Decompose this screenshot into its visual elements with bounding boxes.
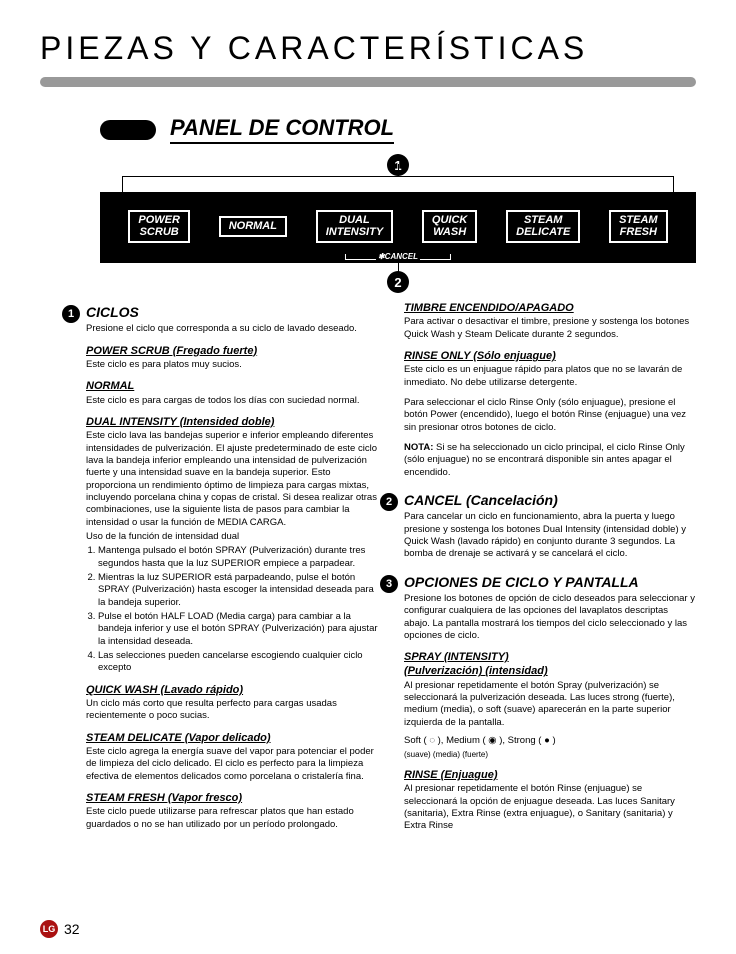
leader-lines-top bbox=[110, 164, 686, 192]
callout-2-icon: 2 bbox=[387, 271, 409, 293]
quick-wash-heading: QUICK WASH (Lavado rápido) bbox=[86, 683, 378, 697]
dual-step-4: Las selecciones pueden cancelarse escogi… bbox=[98, 650, 378, 675]
rinse-only-note: NOTA: Si se ha seleccionado un ciclo pri… bbox=[404, 442, 696, 479]
main-title: PIEZAS Y CARACTERÍSTICAS bbox=[40, 30, 696, 67]
steam-fresh-body: Este ciclo puede utilizarse para refresc… bbox=[86, 806, 378, 831]
left-column: 1 CICLOS Presione el ciclo que correspon… bbox=[86, 301, 378, 834]
dual-step-2: Mientras la luz SUPERIOR está parpadeand… bbox=[98, 572, 378, 609]
normal-heading: NORMAL bbox=[86, 379, 378, 393]
spray-legend-a: Soft ( ◌ ), Medium ( ◉ ), Strong ( ● ) bbox=[404, 735, 696, 747]
opciones-heading: OPCIONES DE CICLO Y PANTALLA bbox=[404, 573, 639, 591]
rinse-heading: RINSE (Enjuague) bbox=[404, 768, 696, 782]
timbre-heading: TIMBRE ENCENDIDO/APAGADO bbox=[404, 301, 696, 315]
num-3-icon: 3 bbox=[380, 575, 398, 593]
spray-body: Al presionar repetidamente el botón Spra… bbox=[404, 680, 696, 729]
spray-heading-2: (Pulverización) (intensidad) bbox=[404, 664, 696, 678]
quick-wash-body: Un ciclo más corto que resulta perfecto … bbox=[86, 698, 378, 723]
panel-button-power-scrub[interactable]: POWERSCRUB bbox=[128, 210, 190, 243]
ciclos-heading: CICLOS bbox=[86, 303, 139, 321]
power-scrub-body: Este ciclo es para platos muy sucios. bbox=[86, 359, 378, 371]
section-title: PANEL DE CONTROL bbox=[170, 115, 394, 144]
section-pill-icon bbox=[100, 120, 156, 140]
dual-step-3: Pulse el botón HALF LOAD (Media carga) p… bbox=[98, 611, 378, 648]
cancel-heading: CANCEL (Cancelación) bbox=[404, 491, 558, 509]
control-panel-diagram: 1 POWERSCRUB NORMAL DUALINTENSITY QUICKW… bbox=[100, 164, 696, 281]
content-columns: 1 CICLOS Presione el ciclo que correspon… bbox=[86, 301, 696, 834]
dual-step-1: Mantenga pulsado el botón SPRAY (Pulveri… bbox=[98, 545, 378, 570]
panel-button-normal[interactable]: NORMAL bbox=[219, 216, 287, 238]
spray-heading-1: SPRAY (INTENSITY) bbox=[404, 650, 696, 664]
page-footer: LG 32 bbox=[40, 920, 80, 938]
dual-heading: DUAL INTENSITY (Intensided doble) bbox=[86, 415, 378, 429]
control-panel-strip: POWERSCRUB NORMAL DUALINTENSITY QUICKWAS… bbox=[100, 192, 696, 263]
dual-p2: Uso de la función de intensidad dual bbox=[86, 531, 378, 543]
rinse-only-p2: Para seleccionar el ciclo Rinse Only (só… bbox=[404, 397, 696, 434]
rinse-only-p1: Este ciclo es un enjuague rápido para pl… bbox=[404, 364, 696, 389]
title-divider bbox=[40, 77, 696, 87]
panel-button-dual-intensity[interactable]: DUALINTENSITY bbox=[316, 210, 393, 243]
spray-legend-b: (suave) (media) (fuerte) bbox=[404, 750, 696, 760]
dual-p1: Este ciclo lava las bandejas superior e … bbox=[86, 430, 378, 529]
normal-body: Este ciclo es para cargas de todos los d… bbox=[86, 395, 378, 407]
cancel-body: Para cancelar un ciclo en funcionamiento… bbox=[404, 511, 696, 560]
page-number: 32 bbox=[64, 921, 80, 937]
power-scrub-heading: POWER SCRUB (Fregado fuerte) bbox=[86, 344, 378, 358]
panel-button-steam-fresh[interactable]: STEAMFRESH bbox=[609, 210, 668, 243]
rinse-body: Al presionar repetidamente el botón Rins… bbox=[404, 783, 696, 832]
rinse-only-heading: RINSE ONLY (Sólo enjuague) bbox=[404, 349, 696, 363]
section-header: PANEL DE CONTROL bbox=[100, 115, 696, 144]
opciones-body: Presione los botones de opción de ciclo … bbox=[404, 593, 696, 642]
ciclos-intro: Presione el ciclo que corresponda a su c… bbox=[86, 323, 378, 335]
panel-cancel-label: ✱CANCEL bbox=[343, 252, 453, 261]
panel-button-steam-delicate[interactable]: STEAMDELICATE bbox=[506, 210, 580, 243]
timbre-body: Para activar o desactivar el timbre, pre… bbox=[404, 316, 696, 341]
num-2-icon: 2 bbox=[380, 493, 398, 511]
steam-delicate-body: Este ciclo agrega la energía suave del v… bbox=[86, 746, 378, 783]
num-1-icon: 1 bbox=[62, 305, 80, 323]
dual-steps: Mantenga pulsado el botón SPRAY (Pulveri… bbox=[98, 545, 378, 674]
steam-fresh-heading: STEAM FRESH (Vapor fresco) bbox=[86, 791, 378, 805]
right-column: TIMBRE ENCENDIDO/APAGADO Para activar o … bbox=[404, 301, 696, 834]
lg-logo-icon: LG bbox=[40, 920, 58, 938]
panel-button-quick-wash[interactable]: QUICKWASH bbox=[422, 210, 477, 243]
steam-delicate-heading: STEAM DELICATE (Vapor delicado) bbox=[86, 731, 378, 745]
